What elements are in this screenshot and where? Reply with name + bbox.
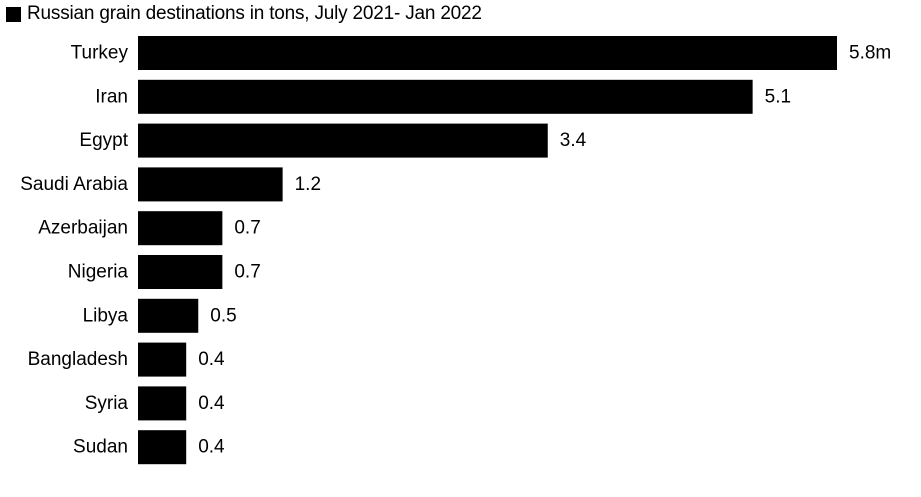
category-label-bangladesh: Bangladesh [28, 349, 128, 370]
category-label-azerbaijan: Azerbaijan [38, 218, 128, 239]
bar-azerbaijan [138, 211, 223, 246]
bar-saudi-arabia [138, 167, 283, 202]
value-label-saudi-arabia: 1.2 [295, 174, 321, 195]
category-label-iran: Iran [95, 86, 128, 107]
bar-egypt [138, 123, 548, 158]
category-label-nigeria: Nigeria [68, 262, 129, 283]
category-label-egypt: Egypt [79, 130, 128, 151]
chart-title: Russian grain destinations in tons, July… [27, 3, 482, 24]
legend: Russian grain destinations in tons, July… [6, 2, 482, 26]
category-label-saudi-arabia: Saudi Arabia [20, 174, 128, 195]
category-label-turkey: Turkey [71, 43, 129, 64]
bar-nigeria [138, 255, 223, 289]
bar-syria [138, 386, 187, 421]
value-label-iran: 5.1 [765, 86, 791, 107]
value-label-turkey: 5.8m [849, 43, 891, 64]
value-label-egypt: 3.4 [560, 130, 587, 151]
value-label-nigeria: 0.7 [234, 262, 260, 283]
bar-turkey [138, 36, 837, 70]
value-label-bangladesh: 0.4 [198, 349, 225, 370]
bar-iran [138, 79, 753, 114]
value-label-sudan: 0.4 [198, 437, 225, 458]
category-label-sudan: Sudan [73, 437, 128, 458]
category-label-syria: Syria [85, 393, 129, 414]
value-label-syria: 0.4 [198, 393, 225, 414]
category-label-libya: Libya [83, 305, 129, 326]
legend-swatch [6, 6, 21, 22]
value-label-azerbaijan: 0.7 [234, 218, 260, 239]
bar-libya [138, 298, 199, 333]
bar-bangladesh [138, 342, 187, 377]
value-label-libya: 0.5 [210, 305, 236, 326]
bar-sudan [138, 430, 187, 465]
